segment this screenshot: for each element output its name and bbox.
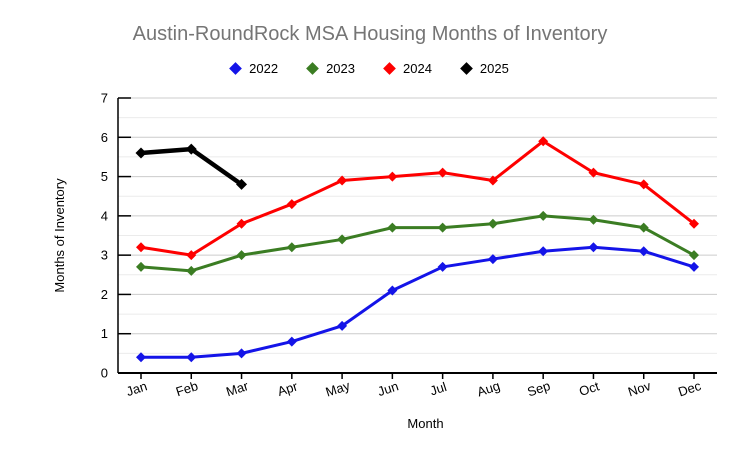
y-tick-label: 5 xyxy=(101,169,108,184)
series-2024-point xyxy=(588,167,599,178)
series-2024-point xyxy=(337,175,348,186)
legend-item-2022: 2022 xyxy=(229,61,279,76)
series-2024-point xyxy=(437,167,448,178)
series-2022-point xyxy=(337,320,348,331)
series-2025-point xyxy=(185,143,197,155)
series-2023-point xyxy=(337,234,348,245)
series-2023-point xyxy=(689,250,699,261)
y-tick-label: 4 xyxy=(101,208,108,223)
series-2023-point xyxy=(186,265,197,276)
series-2022-point xyxy=(689,261,699,272)
series-2023-point xyxy=(387,222,398,233)
y-tick-label: 3 xyxy=(101,248,108,263)
series-2022-point xyxy=(487,254,498,265)
series-2022-point xyxy=(186,352,197,363)
x-tick-label: Sep xyxy=(525,378,552,399)
x-tick-label: Feb xyxy=(174,378,200,399)
y-tick-label: 1 xyxy=(101,326,108,341)
series-2023-point xyxy=(588,214,599,225)
x-tick-label: Jan xyxy=(124,378,149,399)
series-2024-point xyxy=(487,175,498,186)
series-2023-point xyxy=(236,250,247,261)
series-2024-line xyxy=(139,139,696,257)
legend-label: 2023 xyxy=(326,61,355,76)
series-2022-point xyxy=(236,348,247,359)
series-2023-point xyxy=(638,222,649,233)
legend-item-2023: 2023 xyxy=(306,61,355,76)
legend-label: 2022 xyxy=(249,61,279,76)
series-2023-point xyxy=(538,210,549,221)
series-2024-point xyxy=(387,171,398,182)
series-2022-point xyxy=(286,336,297,347)
series-2025-point xyxy=(236,178,248,190)
x-tick-label: Apr xyxy=(275,378,300,399)
series-2024-point xyxy=(186,250,197,261)
series-2022-point xyxy=(588,242,599,253)
legend-label: 2024 xyxy=(403,61,432,76)
y-tick-label: 0 xyxy=(101,366,108,381)
series-2024-point xyxy=(638,179,649,190)
x-tick-label: Jun xyxy=(376,378,401,399)
series-2022-point xyxy=(136,352,146,363)
series-2022-point xyxy=(538,246,549,257)
series-2023-point xyxy=(437,222,448,233)
series-2022-line xyxy=(139,245,696,359)
legend-label: 2025 xyxy=(479,61,509,76)
series-2023-line xyxy=(139,214,696,273)
series-2024-point xyxy=(286,199,297,210)
series-2024-point xyxy=(136,242,146,253)
chart-legend: 2022 2023 2024 2025 xyxy=(0,61,740,76)
x-tick-label: Oct xyxy=(577,378,601,399)
series-2022-point xyxy=(437,261,448,272)
chart-title: Austin-RoundRock MSA Housing Months of I… xyxy=(132,23,608,45)
legend-item-2025: 2025 xyxy=(460,61,509,76)
series-2024-point xyxy=(689,218,699,229)
series-2022-point xyxy=(638,246,649,257)
x-tick-label: Dec xyxy=(676,378,703,400)
y-tick-label: 7 xyxy=(101,91,108,106)
y-tick-label: 6 xyxy=(101,130,108,145)
series-2023-point xyxy=(136,261,146,272)
x-tick-label: May xyxy=(324,378,352,400)
x-tick-label: Mar xyxy=(224,378,251,399)
x-axis-title: Month xyxy=(407,416,443,431)
series-2022-point xyxy=(387,285,398,296)
legend-item-2024: 2024 xyxy=(383,61,432,76)
series-2024-point xyxy=(538,136,549,147)
series-2023-point xyxy=(286,242,297,253)
series-2024-point xyxy=(236,218,247,229)
x-tick-label: Jul xyxy=(428,379,449,398)
series-2025-point xyxy=(135,147,147,159)
y-tick-label: 2 xyxy=(101,287,108,302)
x-tick-label: Aug xyxy=(475,378,502,399)
y-axis-title: Months of Inventory xyxy=(52,178,67,293)
x-tick-label: Nov xyxy=(626,378,653,400)
series-2023-point xyxy=(487,218,498,229)
